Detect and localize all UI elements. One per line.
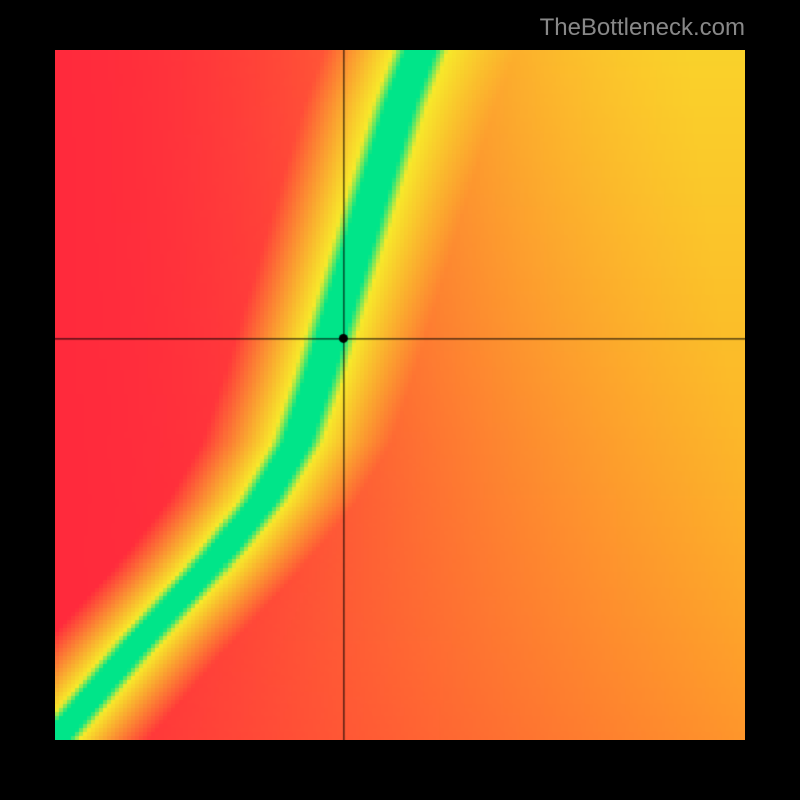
watermark-text: TheBottleneck.com — [540, 14, 745, 42]
bottleneck-heatmap — [55, 50, 745, 740]
